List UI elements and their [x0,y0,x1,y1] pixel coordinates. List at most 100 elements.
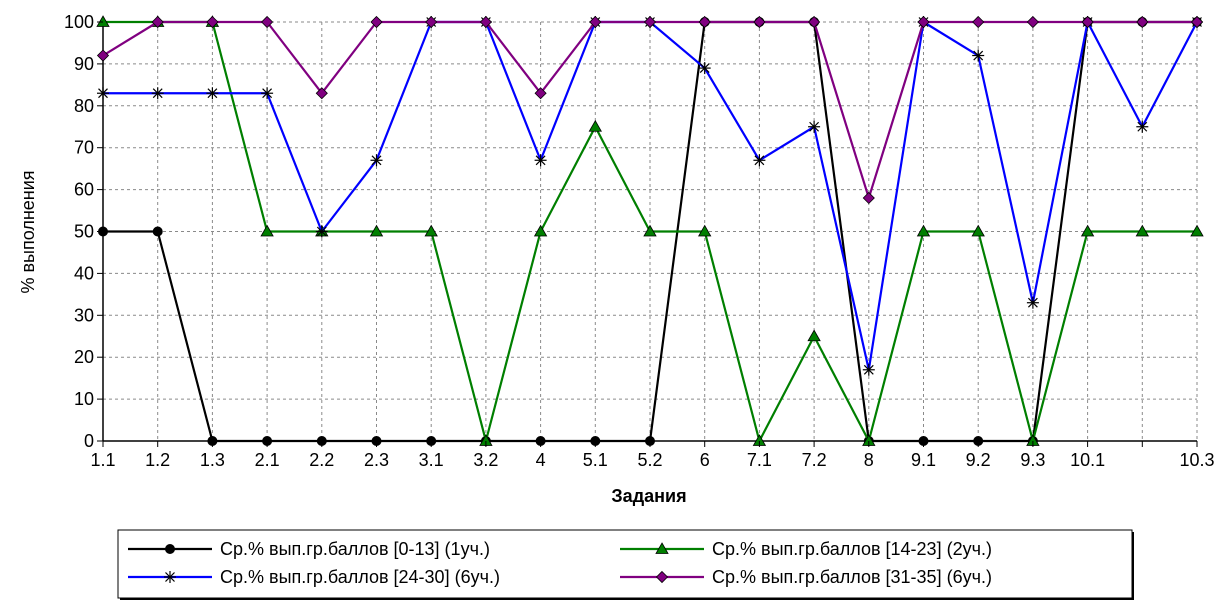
x-tick-label: 2.3 [364,450,389,470]
data-point-diamond [206,15,219,29]
data-point-star [972,49,985,62]
x-tick-label: 10.3 [1179,450,1214,470]
data-point-star [1136,120,1149,133]
data-point-triangle [698,224,712,237]
x-tick-label: 1.2 [145,450,170,470]
data-point-triangle [260,224,274,237]
series-layer [96,15,1204,446]
data-point-diamond [261,15,274,29]
data-point-diamond [862,191,875,205]
data-point-triangle [588,119,602,132]
data-point-star [862,363,875,376]
x-tick-label: 8 [864,450,874,470]
x-tick-label: 5.1 [583,450,608,470]
data-point-star [164,571,176,583]
y-tick-label: 0 [84,431,94,451]
data-point-star [261,87,274,100]
series-4 [96,15,1204,205]
data-point-diamond [534,87,547,100]
y-tick-label: 50 [74,222,94,242]
data-point-star [1026,296,1039,309]
data-point-triangle [96,15,110,27]
data-point-star [534,154,547,167]
legend-box [117,529,1133,599]
data-point-diamond [972,15,985,29]
y-tick-label: 60 [74,180,94,200]
x-tick-label: 9.1 [911,450,936,470]
x-tick-label: 7.1 [747,450,772,470]
data-point-triangle [643,224,657,237]
legend-label: Ср.% вып.гр.баллов [24-30] (6уч.) [220,567,500,587]
data-point-star [151,87,164,100]
data-point-diamond [917,15,930,29]
legend-label: Ср.% вып.гр.баллов [0-13] (1уч.) [220,539,490,559]
legend-label: Ср.% вып.гр.баллов [14-23] (2уч.) [712,539,992,559]
data-point-star [753,154,766,167]
x-tick-label: 1.3 [200,450,225,470]
x-tick-label: 1.1 [90,450,115,470]
data-point-triangle [533,224,548,237]
y-tick-label: 100 [64,12,94,32]
data-point-star [698,62,711,75]
data-point-triangle [369,224,384,237]
data-point-diamond [589,15,602,29]
data-point-diamond [1081,15,1094,29]
y-tick-label: 30 [74,305,94,325]
data-point-diamond [655,570,669,584]
data-point-diamond [96,49,110,62]
legend-item-2: Ср.% вып.гр.баллов [14-23] (2уч.) [620,539,992,559]
data-point-triangle [1135,224,1149,237]
data-point-triangle [807,329,821,342]
x-tick-label: 2.1 [255,450,280,470]
data-point-star [97,87,109,100]
data-point-star [808,120,821,133]
data-point-diamond [1190,15,1204,29]
data-point-circle [165,544,175,554]
x-tick-label: 2.2 [309,450,334,470]
x-tick-label: 9.2 [966,450,991,470]
x-axis-title: Задания [611,486,686,506]
y-tick-label: 10 [74,389,94,409]
y-tick-label: 20 [74,347,94,367]
legend-item-4: Ср.% вып.гр.баллов [31-35] (6уч.) [620,567,992,587]
data-point-star [315,225,328,238]
data-point-diamond [151,15,164,29]
data-point-diamond [698,15,711,29]
x-tick-label: 6 [700,450,710,470]
legend-item-3: Ср.% вып.гр.баллов [24-30] (6уч.) [128,567,500,587]
x-tick-label: 5.2 [637,450,662,470]
data-point-triangle [971,224,985,237]
data-point-diamond [753,15,766,29]
data-point-star [206,87,219,100]
data-point-diamond [479,15,492,29]
y-tick-label: 70 [74,138,94,158]
data-point-diamond [315,87,328,100]
x-tick-label: 3.2 [473,450,498,470]
data-point-triangle [916,224,931,237]
data-point-diamond [425,15,438,29]
data-point-diamond [808,15,821,29]
series-2 [96,15,1204,446]
y-tick-label: 90 [74,54,94,74]
tick-labels: 0 10 20 30 40 50 60 70 80 90 100 1.1 1.2 1.3 2.1 2.2 2.3… [64,12,1215,470]
data-point-triangle [424,224,438,237]
x-tick-label: 3.1 [419,450,444,470]
legend-item-1: Ср.% вып.гр.баллов [0-13] (1уч.) [128,539,490,559]
data-point-triangle [1190,224,1204,237]
data-point-diamond [370,15,383,29]
y-axis-title: % выполнения [18,170,38,293]
y-tick-label: 80 [74,96,94,116]
data-point-triangle [655,542,669,554]
data-point-circle [152,226,163,237]
data-point-triangle [1080,224,1095,237]
x-tick-label: 10.1 [1070,450,1105,470]
legend: Ср.% вып.гр.баллов [0-13] (1уч.) Ср.% вып… [117,529,1134,600]
data-point-diamond [1136,15,1149,29]
y-tick-label: 40 [74,263,94,283]
data-point-diamond [1026,15,1039,29]
x-tick-label: 4 [536,450,546,470]
x-tick-label: 9.3 [1020,450,1045,470]
x-tick-label: 7.2 [802,450,827,470]
data-point-diamond [643,15,657,29]
